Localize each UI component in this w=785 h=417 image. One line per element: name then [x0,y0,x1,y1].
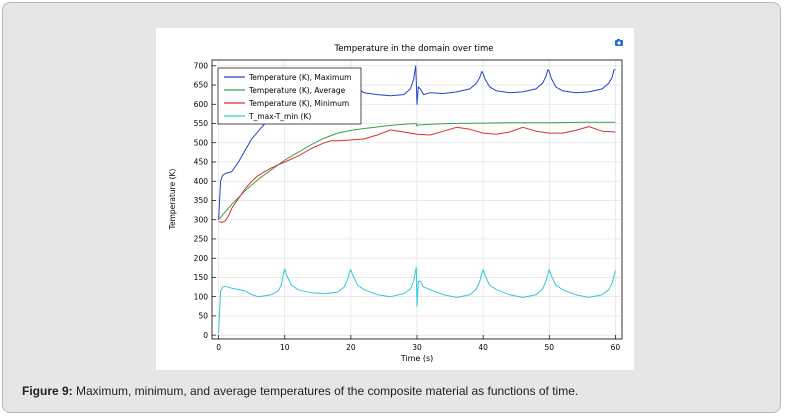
legend-label-max: Temperature (K), Maximum [248,73,351,82]
legend-label-average: Temperature (K), Average [248,86,346,95]
legend-label-diff: T_max-T_min (K) [248,112,311,121]
series-line-tmax-tmin [218,267,616,334]
y-tick-label: 600 [194,100,209,109]
x-tick-label: 10 [280,343,290,352]
temperature-chart: Temperature in the domain over time 0 10 2… [168,39,623,363]
y-tick-label: 150 [194,273,209,282]
legend-label-min: Temperature (K), Minimum [248,99,349,108]
y-axis-label: Temperature (K) [168,169,177,231]
figure-caption: Figure 9: Maximum, minimum, and average … [22,384,578,398]
y-tick-label: 550 [194,119,209,128]
chart-panel: Temperature in the domain over time 0 10 2… [156,28,634,370]
x-tick-label: 20 [346,343,356,352]
y-tick-label: 400 [194,177,209,186]
y-tick-label: 450 [194,158,209,167]
y-tick-label: 700 [194,61,209,70]
y-tick-label: 350 [194,196,209,205]
y-tick-label: 500 [194,138,209,147]
x-tick-label: 50 [544,343,554,352]
y-tick-label: 650 [194,81,209,90]
x-tick-label: 60 [611,343,621,352]
plot-area-border [211,59,623,340]
y-tick-label: 0 [203,331,208,340]
series-line-average [218,121,616,221]
series-line-minimum [218,126,616,223]
x-tick-label: 30 [412,343,422,352]
figure-frame: Temperature in the domain over time 0 10 2… [2,2,781,413]
y-tick-label: 300 [194,215,209,224]
y-tick-label: 50 [198,312,208,321]
caption-label: Figure 9: [22,384,73,398]
y-tick-label: 100 [194,292,209,301]
y-tick-label: 250 [194,235,209,244]
chart-title: Temperature in the domain over time [333,44,493,54]
x-axis-label: Time (s) [400,354,434,363]
x-tick-label: 0 [216,343,221,352]
x-tick-label: 40 [478,343,488,352]
y-tick-label: 200 [194,254,209,263]
caption-text: Maximum, minimum, and average temperatur… [72,384,579,398]
legend: Temperature (K), Maximum Temperature (K)… [217,67,362,125]
camera-icon[interactable] [615,39,623,46]
